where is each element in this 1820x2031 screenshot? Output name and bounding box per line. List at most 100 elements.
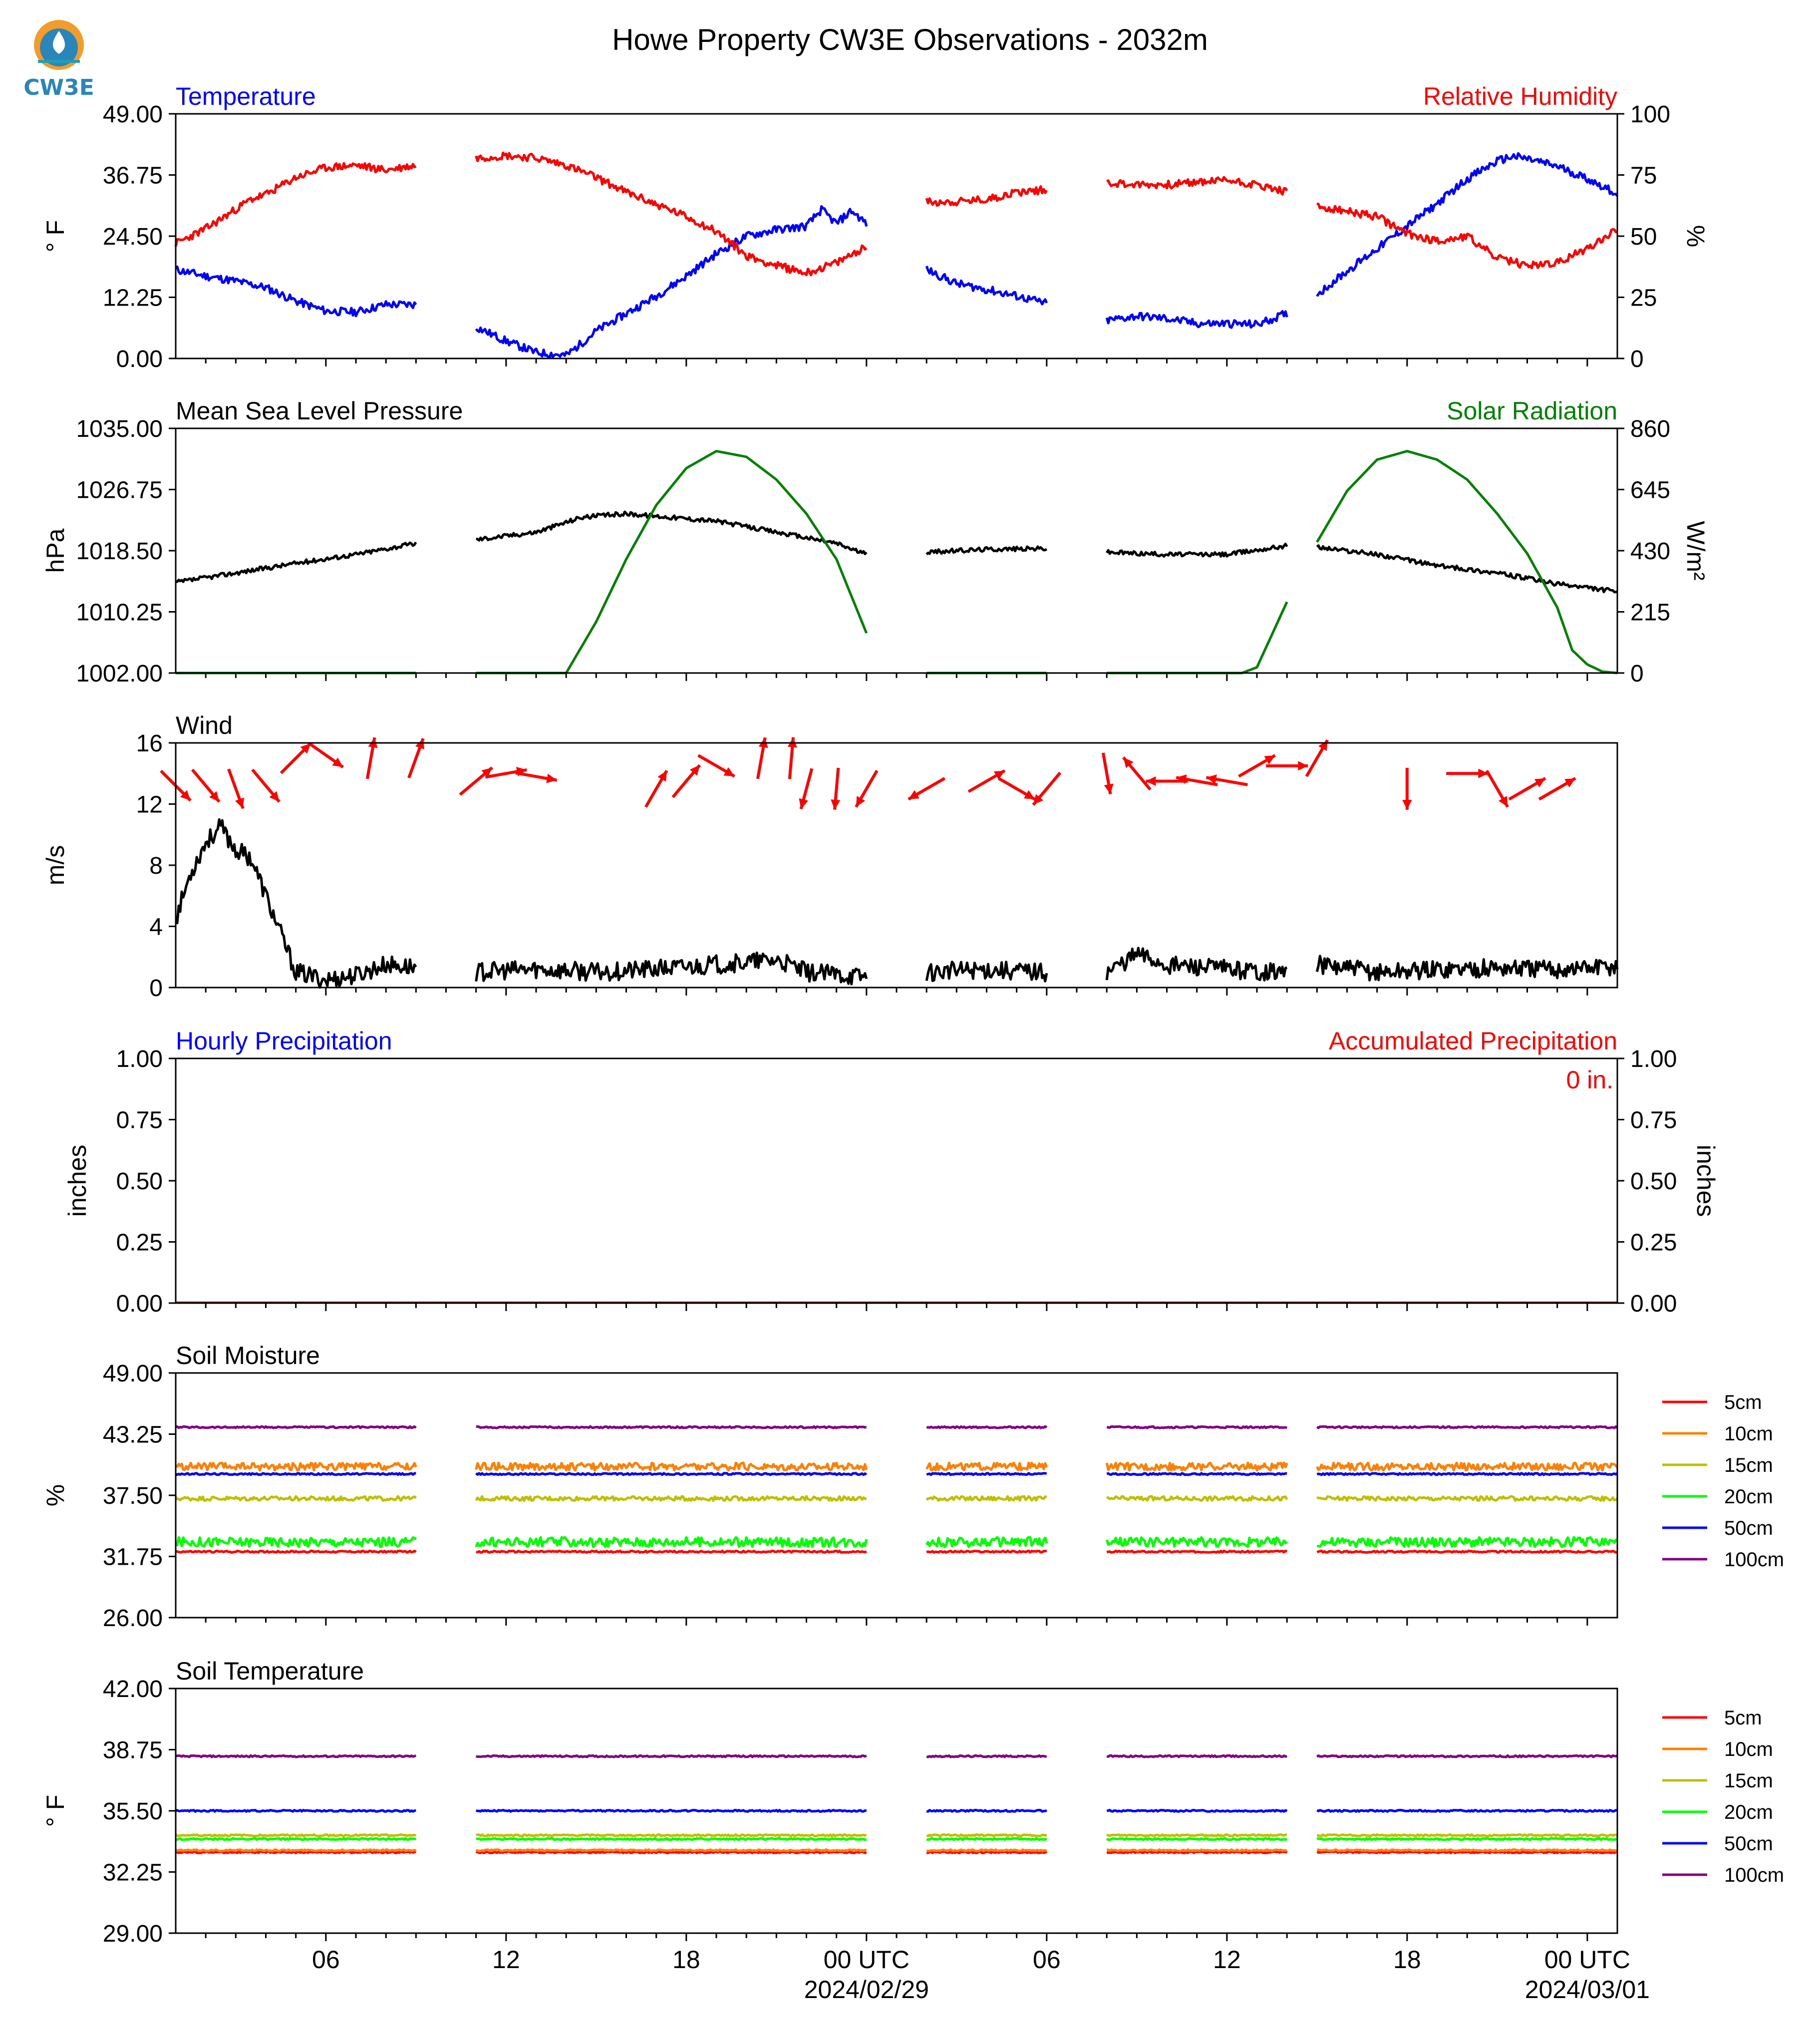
- wind-arrow-head: [481, 767, 492, 778]
- wind-arrow-head: [723, 767, 735, 776]
- legend-label-15cm: 15cm: [1724, 1454, 1773, 1476]
- y-tick-label-right: 0.50: [1630, 1168, 1677, 1195]
- humidity-line-seg2: [925, 185, 1048, 207]
- series-50cm-line-seg0: [175, 1809, 416, 1813]
- wind-arrow-head: [300, 743, 311, 754]
- temperature-line-seg2: [925, 266, 1048, 306]
- legend-label-20cm: 20cm: [1724, 1801, 1773, 1823]
- series-10cm-line-seg4: [1317, 1848, 1618, 1853]
- series-5cm-line-seg1: [476, 1549, 868, 1554]
- x-tick-date-label: 2024/02/29: [804, 1976, 929, 2004]
- wind-arrow-head: [180, 790, 191, 801]
- panel-temp_rh: Temperature Relative Humidity ° F % 0.00 12.2…: [41, 82, 1710, 372]
- precip-total-annotation: 0 in.: [1566, 1066, 1613, 1094]
- legend-label-5cm: 5cm: [1724, 1707, 1762, 1729]
- series-5cm-line-seg4: [1316, 1850, 1618, 1854]
- y-tick-label-left: 37.50: [103, 1483, 163, 1509]
- y-axis-label-left: %: [41, 1484, 69, 1506]
- legend-label-50cm: 50cm: [1724, 1833, 1773, 1855]
- series-15cm-line-seg2: [925, 1495, 1047, 1502]
- wind-arrow-head: [1534, 778, 1545, 788]
- wind-arrow-head: [415, 738, 424, 750]
- panel-title-right: Accumulated Precipitation: [1329, 1027, 1617, 1055]
- panel-precip: Hourly Precipitation Accumulated Precipit…: [63, 1027, 1720, 1317]
- series-15cm-line-seg0: [175, 1833, 417, 1837]
- y-tick-label-left: 24.50: [103, 224, 163, 250]
- wind-arrow-head: [209, 791, 220, 802]
- wind-speed-line-seg2: [925, 961, 1048, 983]
- legend-label-5cm: 5cm: [1724, 1391, 1762, 1413]
- wind-arrow-head: [1176, 774, 1187, 784]
- solar-radiation-line-seg4: [1316, 450, 1618, 675]
- series-20cm-line-seg1: [475, 1536, 868, 1548]
- y-tick-label-right: 645: [1630, 477, 1670, 504]
- series-5cm-line-seg3: [1106, 1549, 1287, 1554]
- wind-arrow-head: [1264, 755, 1275, 765]
- series-100cm-line-seg4: [1316, 1754, 1618, 1758]
- y-axis-label-left: inches: [63, 1145, 91, 1217]
- y-tick-label-right: 50: [1630, 224, 1657, 250]
- legend-label-10cm: 10cm: [1724, 1423, 1773, 1445]
- series-15cm-line-seg1: [475, 1495, 867, 1502]
- y-tick-label-left: 0.00: [116, 346, 163, 372]
- series-15cm-line-seg3: [1106, 1495, 1288, 1502]
- y-axis-label-left: m/s: [41, 845, 69, 886]
- x-tick-label: 12: [1213, 1946, 1241, 1974]
- panel-frame: [175, 1372, 1618, 1619]
- wind-arrow-head: [1146, 776, 1156, 786]
- series-5cm-line-seg0: [175, 1850, 417, 1854]
- logo-text: CW3E: [23, 75, 94, 100]
- y-tick-label-right: 0.75: [1630, 1107, 1677, 1134]
- panel-frame: [175, 1057, 1618, 1304]
- series-10cm-line-seg1: [475, 1461, 868, 1472]
- series-100cm-line-seg4: [1316, 1425, 1618, 1429]
- wind-arrow-head: [1402, 800, 1412, 810]
- series-50cm-line-seg3: [1107, 1809, 1288, 1813]
- humidity-line-seg4: [1316, 202, 1618, 270]
- y-axis-label-left: hPa: [41, 528, 69, 573]
- wind-arrow-head: [689, 765, 700, 776]
- series-50cm-line-seg2: [926, 1472, 1047, 1476]
- temperature-line-seg4: [1316, 152, 1619, 297]
- series-100cm-line-seg0: [175, 1754, 416, 1758]
- y-tick-label-left: 12.25: [103, 285, 163, 312]
- panel-title-left: Soil Temperature: [176, 1657, 364, 1685]
- wind-arrow-head: [993, 770, 1005, 780]
- wind-arrow-head: [1298, 761, 1308, 771]
- series-10cm-line-seg2: [925, 1461, 1048, 1472]
- y-tick-label-left: 29.00: [103, 1921, 163, 1947]
- series-50cm-line-seg1: [475, 1472, 868, 1476]
- y-tick-label-left: 43.25: [103, 1422, 163, 1448]
- humidity-line-seg0: [174, 162, 417, 247]
- y-tick-label-right: 1.00: [1630, 1046, 1677, 1072]
- series-10cm-line-seg0: [175, 1848, 417, 1853]
- series-10cm-line-seg0: [175, 1461, 417, 1472]
- wind-arrow-head: [1123, 757, 1134, 768]
- y-tick-label-left: 16: [136, 730, 163, 757]
- series-15cm-line-seg4: [1316, 1495, 1618, 1502]
- x-tick-label: 18: [672, 1946, 700, 1974]
- y-tick-label-left: 1026.75: [76, 477, 163, 504]
- wind-arrow-head: [235, 797, 244, 809]
- panel-title-left: Temperature: [176, 82, 316, 110]
- series-15cm-line-seg1: [476, 1833, 867, 1837]
- x-tick-label: 06: [312, 1946, 340, 1974]
- series-5cm-line-seg3: [1106, 1850, 1288, 1854]
- series-20cm-line-seg2: [926, 1837, 1047, 1841]
- x-tick-label: 00 UTC: [1544, 1946, 1630, 1974]
- y-tick-label-right: 430: [1630, 538, 1670, 565]
- y-axis-label-left: ° F: [41, 1795, 69, 1827]
- wind-arrow-head: [1024, 790, 1035, 799]
- y-tick-label-left: 0.75: [116, 1107, 163, 1134]
- series-50cm-line-seg1: [476, 1809, 867, 1813]
- legend-label-20cm: 20cm: [1724, 1486, 1773, 1508]
- series-50cm-line-seg2: [926, 1809, 1047, 1813]
- x-tick-date-label: 2024/03/01: [1525, 1976, 1650, 2004]
- wind-arrow-head: [657, 770, 667, 782]
- y-tick-label-left: 0.00: [116, 1291, 163, 1317]
- y-tick-label-right: 860: [1630, 416, 1670, 442]
- y-axis-label-right: %: [1682, 225, 1710, 247]
- wind-arrow-head: [1478, 768, 1489, 778]
